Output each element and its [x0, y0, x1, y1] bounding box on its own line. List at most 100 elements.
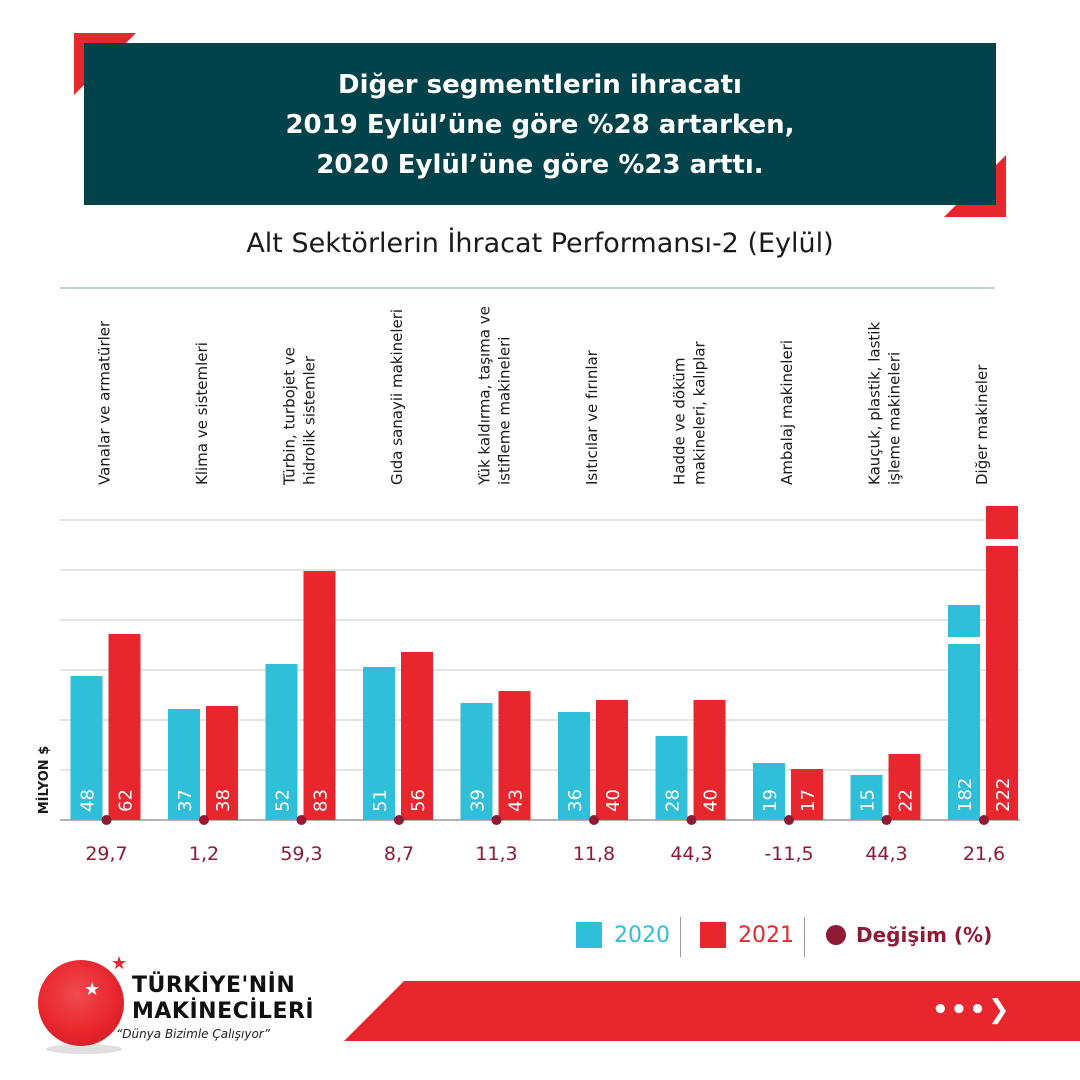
logo-text-line-2: MAKİNECİLERİ — [132, 999, 315, 1024]
change-marker — [979, 815, 989, 825]
bar-2021 — [108, 634, 141, 820]
logo-text-line-1: TÜRKİYE'NİN — [132, 973, 296, 998]
bar-2021 — [596, 700, 628, 820]
category-label: Gıda sanayii makineleri — [388, 309, 406, 485]
change-value-label: 8,7 — [384, 843, 414, 865]
axis-break-gap — [984, 539, 1020, 546]
bar-value-label-2020: 182 — [955, 778, 976, 812]
logo-emblem — [38, 960, 124, 1046]
header-banner: Diğer segmentlerin ihracatı 2019 Eylül’ü… — [84, 43, 996, 205]
bar-2020 — [70, 676, 103, 820]
change-value-label: 1,2 — [189, 843, 219, 865]
chart-title: Alt Sektörlerin İhracat Performansı-2 (E… — [246, 228, 834, 259]
next-arrow-icon[interactable]: •••❯ — [932, 995, 1012, 1025]
bar-value-label-2021: 43 — [506, 789, 527, 812]
bar-2021 — [206, 706, 238, 820]
category-label: Hadde ve döküm — [671, 358, 689, 485]
logo-shadow — [46, 1044, 122, 1054]
legend: 2020 2021 Değişim (%) — [0, 915, 1080, 957]
category-label: işleme makineleri — [886, 352, 904, 485]
bar-value-label-2020: 15 — [858, 789, 879, 812]
change-value-label: -11,5 — [764, 843, 813, 865]
legend-divider — [680, 917, 681, 957]
change-marker — [589, 815, 599, 825]
change-value-label: 44,3 — [670, 843, 712, 865]
category-label: Klima ve sistemleri — [193, 342, 211, 485]
change-marker — [881, 815, 892, 825]
bar-value-label-2021: 222 — [993, 778, 1014, 812]
category-label: Kauçuk, plastik, lastik — [866, 322, 884, 485]
bar-value-label-2020: 48 — [78, 789, 99, 812]
legend-item-change: Değişim (%) — [826, 915, 992, 955]
category-label: makineleri, kalıplar — [691, 341, 709, 485]
change-value-label: 21,6 — [963, 843, 1005, 865]
bar-2020 — [265, 664, 298, 820]
bar-value-label-2021: 40 — [701, 789, 722, 812]
bar-2020 — [460, 703, 493, 820]
change-marker — [296, 815, 307, 825]
bar-value-label-2021: 40 — [603, 789, 624, 812]
bar-value-label-2020: 37 — [175, 789, 196, 812]
bar-2020 — [363, 667, 395, 820]
bar-2021 — [498, 691, 531, 820]
category-label: Türbin, turbojet ve — [281, 347, 299, 486]
bar-value-label-2020: 28 — [663, 789, 684, 812]
bar-value-label-2020: 36 — [565, 789, 586, 812]
bar-value-label-2021: 62 — [116, 789, 137, 812]
legend-dot-change — [826, 925, 846, 945]
change-marker — [199, 815, 209, 825]
star-icon: ★ — [111, 953, 128, 974]
category-label: hidrolik sistemler — [301, 355, 319, 485]
headline-line-2: 2019 Eylül’üne göre %28 artarken, — [285, 110, 795, 140]
bar-value-label-2021: 38 — [213, 789, 234, 812]
change-value-label: 44,3 — [865, 843, 907, 865]
change-marker — [784, 815, 794, 825]
bar-2021 — [693, 700, 726, 820]
y-axis-label: MİLYON $ — [36, 746, 52, 815]
bar-2021 — [303, 571, 336, 820]
bar-2020 — [753, 763, 785, 820]
category-label: Ambalaj makineleri — [778, 340, 796, 485]
bar-value-label-2020: 51 — [370, 789, 391, 812]
change-value-label: 11,3 — [475, 843, 517, 865]
bar-2020 — [558, 712, 590, 820]
bar-value-label-2021: 56 — [408, 789, 429, 812]
bar-2020 — [655, 736, 688, 820]
change-value-label: 11,8 — [573, 843, 615, 865]
bar-2021 — [401, 652, 433, 820]
header-headline: Diğer segmentlerin ihracatı 2019 Eylül’ü… — [84, 65, 996, 185]
star-icon: ★ — [84, 979, 101, 1000]
logo-slogan: “Dünya Bizimle Çalışıyor” — [116, 1027, 270, 1041]
legend-item-2020: 2020 — [576, 915, 670, 955]
change-marker — [491, 815, 502, 825]
category-label: Vanalar ve armatürler — [96, 320, 114, 485]
headline-line-3: 2020 Eylül’üne göre %23 arttı. — [316, 150, 764, 180]
bar-value-label-2020: 52 — [273, 789, 294, 812]
category-label: istifleme makineleri — [496, 337, 514, 485]
axis-break-gap — [946, 637, 982, 644]
category-label: Diğer makineler — [973, 364, 991, 485]
bar-2021 — [791, 769, 823, 820]
legend-label-change: Değişim (%) — [856, 923, 993, 947]
bar-2021 — [888, 754, 921, 820]
change-value-label: 59,3 — [280, 843, 322, 865]
bar-2021 — [986, 506, 1018, 820]
category-label: Isıtıcılar ve fırınlar — [583, 349, 601, 485]
change-marker — [394, 815, 404, 825]
bar-2020 — [168, 709, 200, 820]
footer-red-band — [344, 981, 1080, 1041]
legend-swatch-2021 — [700, 922, 726, 948]
change-marker — [101, 815, 112, 825]
bar-value-label-2021: 83 — [311, 789, 332, 812]
legend-item-2021: 2021 — [700, 915, 794, 955]
legend-label-2021: 2021 — [738, 922, 794, 948]
change-value-label: 29,7 — [85, 843, 127, 865]
bar-value-label-2020: 19 — [760, 789, 781, 812]
category-label: Yük kaldırma, taşıma ve — [476, 306, 494, 486]
legend-divider — [804, 917, 805, 957]
legend-swatch-2020 — [576, 922, 602, 948]
bar-2020 — [850, 775, 883, 820]
bar-value-label-2021: 17 — [798, 789, 819, 812]
bar-value-label-2020: 39 — [468, 789, 489, 812]
